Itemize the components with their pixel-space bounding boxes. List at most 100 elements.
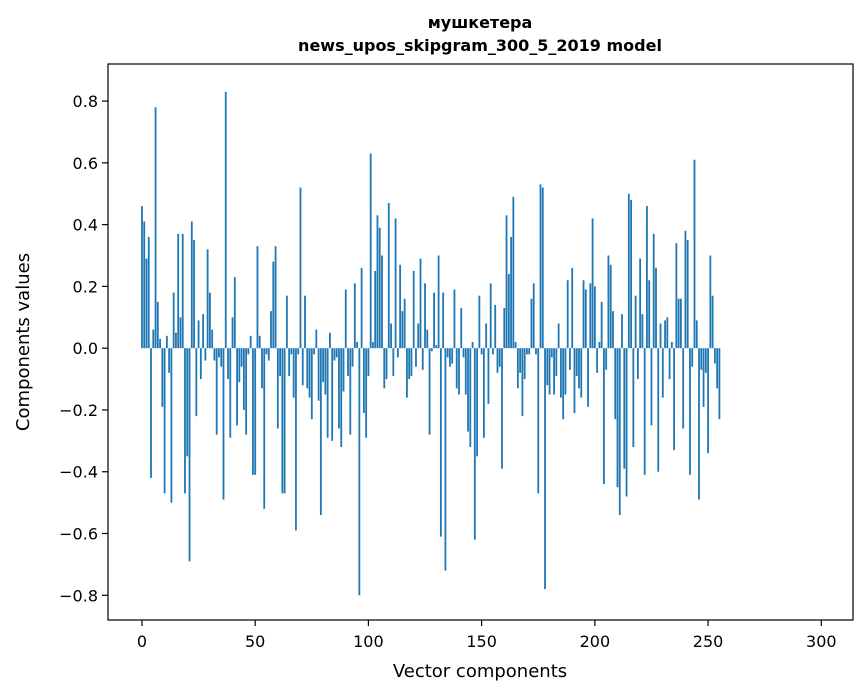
bar bbox=[530, 298, 533, 349]
bar bbox=[156, 301, 159, 349]
bar bbox=[403, 298, 406, 349]
bar bbox=[383, 348, 386, 389]
bar bbox=[202, 314, 205, 349]
bar bbox=[419, 258, 422, 349]
bar bbox=[342, 348, 345, 392]
plot-frame bbox=[107, 63, 854, 621]
bar bbox=[510, 236, 512, 349]
bar bbox=[145, 258, 148, 349]
bar bbox=[227, 348, 229, 380]
bar bbox=[489, 283, 492, 349]
bar bbox=[387, 203, 390, 349]
bar bbox=[680, 298, 682, 349]
bar bbox=[526, 348, 528, 355]
bar bbox=[700, 348, 703, 370]
bar bbox=[476, 348, 479, 457]
bar bbox=[485, 323, 488, 349]
bar bbox=[392, 348, 395, 376]
bar bbox=[482, 348, 485, 438]
bar bbox=[313, 348, 315, 355]
x-axis: 0 50 100 150 200 250 300 bbox=[137, 620, 837, 651]
bar bbox=[240, 348, 243, 367]
bar bbox=[378, 227, 381, 349]
bar bbox=[369, 153, 372, 349]
bar bbox=[329, 332, 331, 349]
bar bbox=[630, 199, 632, 349]
y-tick-label: 0.6 bbox=[73, 154, 98, 173]
bar bbox=[249, 335, 252, 349]
bar bbox=[600, 301, 603, 349]
bar bbox=[537, 348, 540, 494]
bar bbox=[460, 308, 463, 349]
bar bbox=[471, 342, 474, 349]
chart-subtitle: news_upos_skipgram_300_5_2019 model bbox=[298, 36, 662, 55]
bar bbox=[442, 292, 445, 349]
bar bbox=[573, 348, 576, 414]
bar bbox=[353, 283, 356, 349]
bar bbox=[408, 348, 411, 380]
bar bbox=[704, 348, 707, 373]
y-tick-label: 0.2 bbox=[73, 277, 98, 296]
bar bbox=[394, 218, 397, 349]
bar bbox=[596, 348, 599, 373]
bar bbox=[675, 243, 678, 349]
y-tick-label: 0.0 bbox=[73, 339, 98, 358]
bar bbox=[492, 348, 494, 355]
bar bbox=[385, 348, 388, 380]
bar bbox=[195, 348, 198, 417]
bar bbox=[439, 348, 442, 537]
bar bbox=[523, 348, 526, 380]
bar bbox=[208, 292, 211, 349]
bar bbox=[605, 348, 608, 370]
bar bbox=[335, 348, 338, 358]
bar bbox=[410, 348, 413, 376]
bar bbox=[541, 187, 544, 349]
bar bbox=[698, 348, 700, 500]
bar bbox=[322, 348, 325, 383]
bar bbox=[684, 230, 687, 349]
bar bbox=[256, 246, 259, 349]
bar bbox=[172, 292, 175, 349]
bar bbox=[426, 329, 429, 349]
bar bbox=[331, 348, 334, 441]
bar bbox=[480, 348, 483, 355]
x-tick-label: 50 bbox=[245, 632, 265, 651]
bar bbox=[218, 348, 220, 358]
bar bbox=[213, 348, 216, 361]
x-tick-label: 200 bbox=[580, 632, 611, 651]
bar bbox=[591, 218, 594, 349]
bar bbox=[406, 348, 408, 398]
bar bbox=[215, 348, 218, 435]
bar bbox=[625, 348, 628, 497]
bar bbox=[168, 348, 171, 373]
bar bbox=[306, 348, 309, 389]
bar bbox=[446, 348, 449, 358]
bar bbox=[179, 317, 182, 349]
bar bbox=[571, 267, 574, 349]
bar bbox=[141, 206, 143, 349]
bar bbox=[308, 348, 311, 398]
x-tick-label: 150 bbox=[466, 632, 497, 651]
bar bbox=[340, 348, 343, 448]
bar bbox=[521, 348, 524, 417]
bar bbox=[582, 280, 585, 349]
bar bbox=[159, 338, 161, 349]
bar bbox=[566, 280, 569, 349]
bar bbox=[648, 280, 651, 349]
bar bbox=[677, 298, 680, 349]
bar bbox=[532, 283, 535, 349]
bar bbox=[716, 348, 719, 389]
bar bbox=[424, 283, 426, 349]
x-tick-label: 300 bbox=[806, 632, 837, 651]
bar bbox=[360, 267, 363, 349]
bar bbox=[428, 348, 431, 435]
bar bbox=[636, 348, 639, 380]
bar bbox=[351, 348, 354, 367]
bar bbox=[612, 311, 614, 349]
bar bbox=[199, 348, 202, 380]
bar bbox=[623, 348, 626, 469]
bar bbox=[421, 348, 424, 370]
bar bbox=[317, 348, 320, 401]
bar bbox=[598, 342, 601, 349]
bar bbox=[430, 348, 433, 352]
